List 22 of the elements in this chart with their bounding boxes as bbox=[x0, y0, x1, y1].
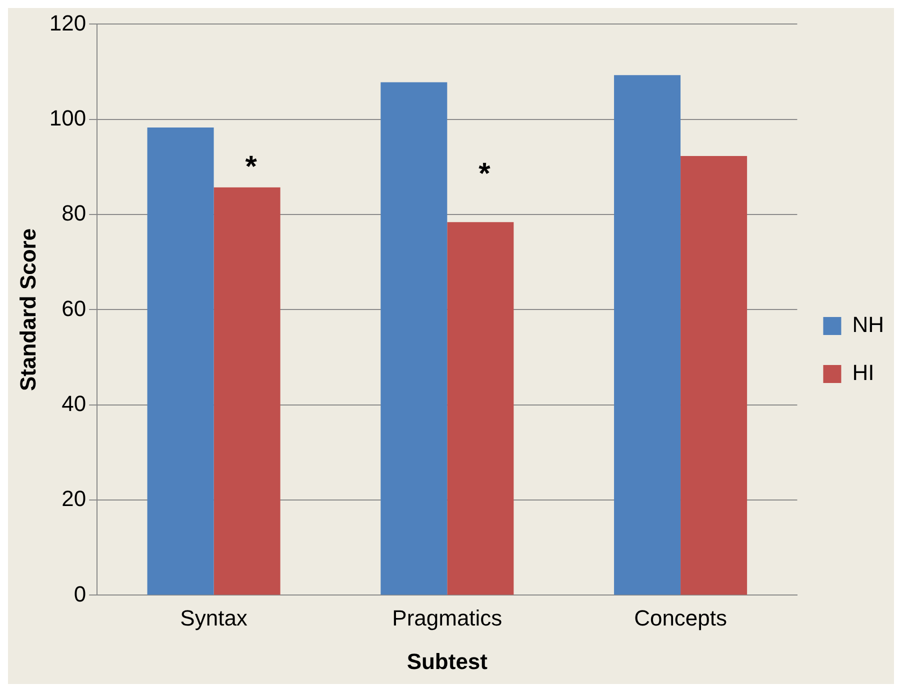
y-tick-label: 120 bbox=[49, 10, 86, 36]
legend-label: NH bbox=[852, 312, 884, 338]
annotation: * bbox=[478, 158, 491, 191]
x-tick-label: Syntax bbox=[180, 605, 248, 630]
x-tick-label: Concepts bbox=[634, 605, 728, 630]
y-tick-label: 60 bbox=[62, 296, 86, 321]
bar bbox=[680, 156, 748, 595]
bar bbox=[380, 82, 448, 595]
bar bbox=[447, 222, 514, 595]
legend-label: HI bbox=[852, 360, 874, 386]
y-tick-label: 0 bbox=[74, 581, 86, 606]
bar bbox=[214, 187, 280, 595]
y-tick-label: 100 bbox=[49, 105, 86, 130]
x-tick-label: Pragmatics bbox=[392, 605, 502, 630]
y-tick-label: 80 bbox=[62, 200, 86, 226]
bar bbox=[147, 127, 214, 595]
y-axis-title: Standard Score bbox=[15, 228, 40, 392]
bar bbox=[614, 75, 681, 595]
y-tick-label: 20 bbox=[62, 486, 86, 512]
annotation: * bbox=[245, 150, 258, 184]
x-axis-title: Subtest bbox=[406, 648, 488, 674]
y-tick-label: 40 bbox=[62, 390, 86, 416]
